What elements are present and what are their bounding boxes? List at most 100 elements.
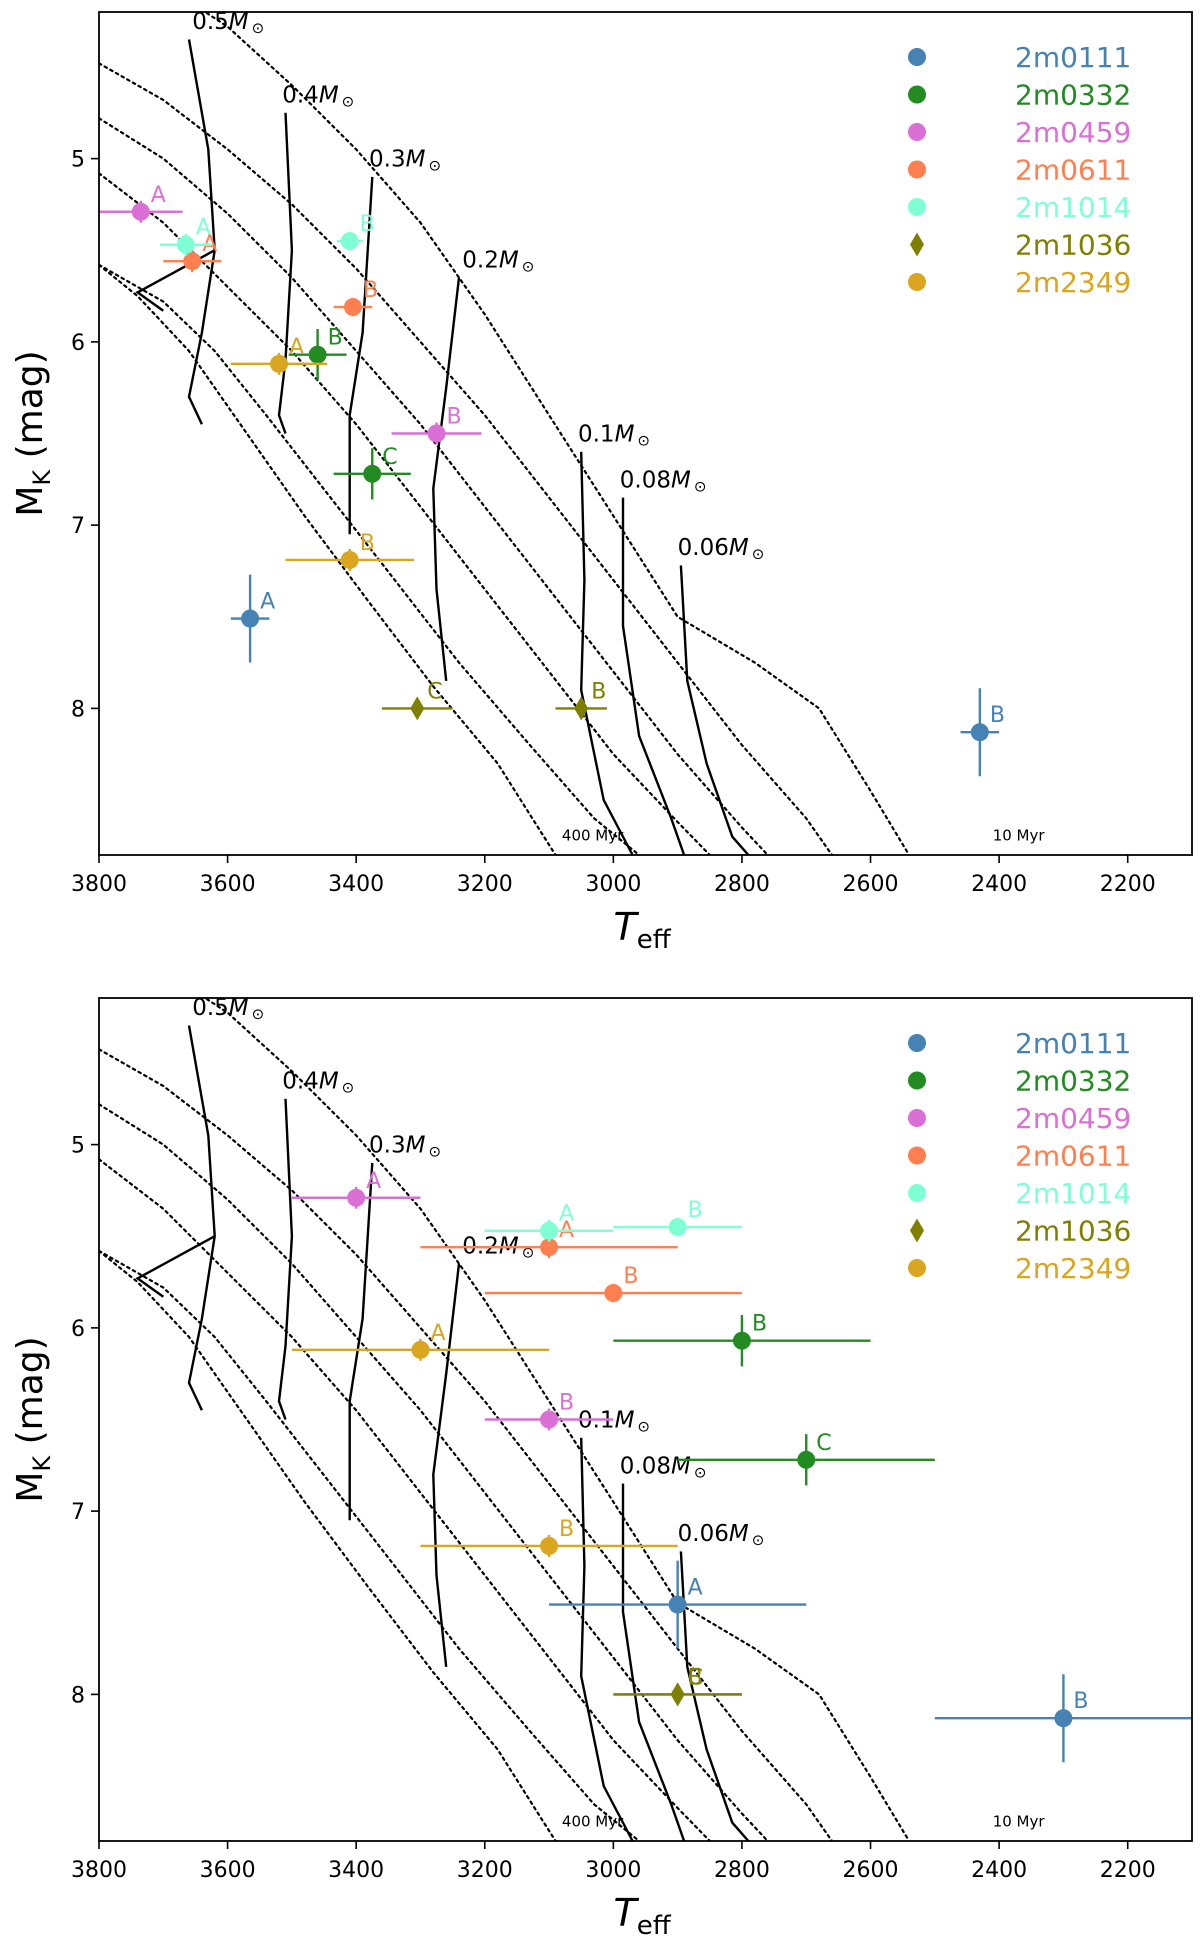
bottom-panel: 0.5M ⊙0.4M ⊙0.3M ⊙0.2M ⊙0.1M ⊙0.08M ⊙0.06M ⊙400… xyxy=(10,995,1193,1941)
data-point[interactable] xyxy=(183,252,202,271)
component-label: B xyxy=(559,1391,574,1416)
x-tick-label: 3000 xyxy=(585,872,641,897)
x-tick-label: 3400 xyxy=(328,872,384,897)
component-label: C xyxy=(816,1431,831,1456)
data-point[interactable] xyxy=(308,345,327,364)
y-tick-label: 5 xyxy=(71,1134,85,1159)
legend: 2m0111 2m0332 2m0459 2m0611 2m1014 2m1036 2m23… xyxy=(908,41,1131,299)
x-tick-label: 2400 xyxy=(971,872,1027,897)
plot-area xyxy=(99,12,911,855)
component-label: B xyxy=(447,405,462,430)
data-point[interactable] xyxy=(427,424,446,443)
x-tick-label: 2800 xyxy=(714,1858,770,1883)
legend-marker xyxy=(908,123,926,141)
data-point[interactable] xyxy=(540,1410,559,1429)
data-point[interactable] xyxy=(347,1188,366,1207)
legend-marker xyxy=(908,160,926,179)
data-point[interactable] xyxy=(411,1340,430,1359)
isochrone-line xyxy=(99,172,711,855)
mass-track-label: 0.4M ⊙ xyxy=(282,1068,354,1096)
mass-track-label: 0.4M ⊙ xyxy=(282,82,354,110)
x-tick-label: 2800 xyxy=(714,872,770,897)
component-label: B xyxy=(1073,1689,1088,1714)
component-label: B xyxy=(360,531,375,556)
data-point[interactable] xyxy=(668,1595,687,1614)
x-tick-label: 2600 xyxy=(843,872,899,897)
legend-marker xyxy=(908,48,926,66)
mass-track-label: 0.3M ⊙ xyxy=(369,147,441,175)
isochrone-line xyxy=(99,117,769,855)
mass-track-line xyxy=(621,1483,686,1841)
legend-label: 2m0611 xyxy=(1015,1140,1131,1173)
isochrone-age-label: 10 Myr xyxy=(993,827,1046,845)
data-point[interactable] xyxy=(340,232,359,251)
legend-label: 2m0459 xyxy=(1015,116,1131,149)
isochrone-age-label: 400 Myr xyxy=(562,827,624,845)
component-label: A xyxy=(366,1169,381,1194)
component-label: B xyxy=(360,212,375,237)
component-label: C xyxy=(688,1665,703,1690)
y-tick-label: 5 xyxy=(71,148,85,173)
legend-label: 2m1036 xyxy=(1015,229,1131,262)
mass-track-line xyxy=(187,1025,216,1411)
isochrone-line xyxy=(99,1103,769,1841)
data-point[interactable] xyxy=(604,1284,623,1303)
mass-track-label: 0.3M ⊙ xyxy=(369,1133,441,1161)
mass-track-label: 0.2M ⊙ xyxy=(462,247,534,275)
x-tick-label: 3000 xyxy=(585,1858,641,1883)
data-point[interactable] xyxy=(241,609,260,628)
mass-track-line xyxy=(679,565,750,855)
mass-track-label: 0.06M ⊙ xyxy=(678,1521,765,1549)
data-point[interactable] xyxy=(668,1218,687,1237)
legend-marker-diamond xyxy=(910,1218,924,1243)
data-point[interactable] xyxy=(1054,1709,1073,1728)
mass-track-label: 0.5M ⊙ xyxy=(192,995,264,1023)
data-point[interactable] xyxy=(340,550,359,569)
top-panel: 0.5M ⊙ 0.4M ⊙ 0.3M ⊙ 0.2M ⊙ 0.1M ⊙ 0.08M ⊙ 0.06M ⊙ 400… xyxy=(10,9,1193,955)
component-label: C xyxy=(382,445,397,470)
plot-frame xyxy=(98,11,1193,856)
data-point[interactable] xyxy=(970,723,989,742)
component-label: B xyxy=(328,326,343,351)
isochrone-line xyxy=(99,263,641,855)
y-tick-label: 7 xyxy=(71,1500,85,1525)
data-point[interactable] xyxy=(540,1221,559,1240)
isochrone-age-label: 400 Myr. xyxy=(562,1813,627,1831)
legend-label: 2m0332 xyxy=(1015,1065,1131,1098)
x-tick-label: 3800 xyxy=(71,872,127,897)
data-point[interactable] xyxy=(540,1536,559,1555)
legend-label: 2m1036 xyxy=(1015,1215,1131,1248)
component-label: B xyxy=(623,1264,638,1289)
data-point[interactable] xyxy=(797,1450,816,1469)
legend-label: 2m1014 xyxy=(1015,1177,1131,1210)
legend-label: 2m2349 xyxy=(1015,1252,1131,1285)
data-point[interactable] xyxy=(540,1238,559,1257)
plot-frame xyxy=(98,997,1193,1842)
data-point-diamond[interactable] xyxy=(574,696,589,721)
component-label: A xyxy=(430,1321,445,1346)
y-tick-label: 6 xyxy=(71,331,85,356)
component-label: A xyxy=(260,590,275,615)
isochrone-line xyxy=(203,12,911,855)
isochrone-age-label: 10 Myr xyxy=(993,1813,1046,1831)
x-axis-label: Teff xyxy=(614,1891,672,1941)
isochrone-line xyxy=(99,1249,557,1841)
component-label: B xyxy=(591,679,606,704)
data-point-diamond[interactable] xyxy=(670,1682,685,1707)
mass-track-line xyxy=(135,249,216,312)
data-point[interactable] xyxy=(363,464,382,483)
component-label: A xyxy=(196,216,211,241)
data-point[interactable] xyxy=(270,354,289,373)
data-point[interactable] xyxy=(732,1331,751,1350)
data-point[interactable] xyxy=(176,235,195,254)
data-point[interactable] xyxy=(343,298,362,317)
isochrone-line xyxy=(99,62,834,855)
mass-track-line xyxy=(348,1162,374,1521)
mass-track-line xyxy=(579,1437,634,1841)
legend-label: 2m0611 xyxy=(1015,154,1131,187)
legend-marker xyxy=(908,1034,926,1052)
data-point[interactable] xyxy=(131,202,150,221)
data-point-diamond[interactable] xyxy=(410,696,425,721)
legend-marker-diamond xyxy=(910,232,924,257)
